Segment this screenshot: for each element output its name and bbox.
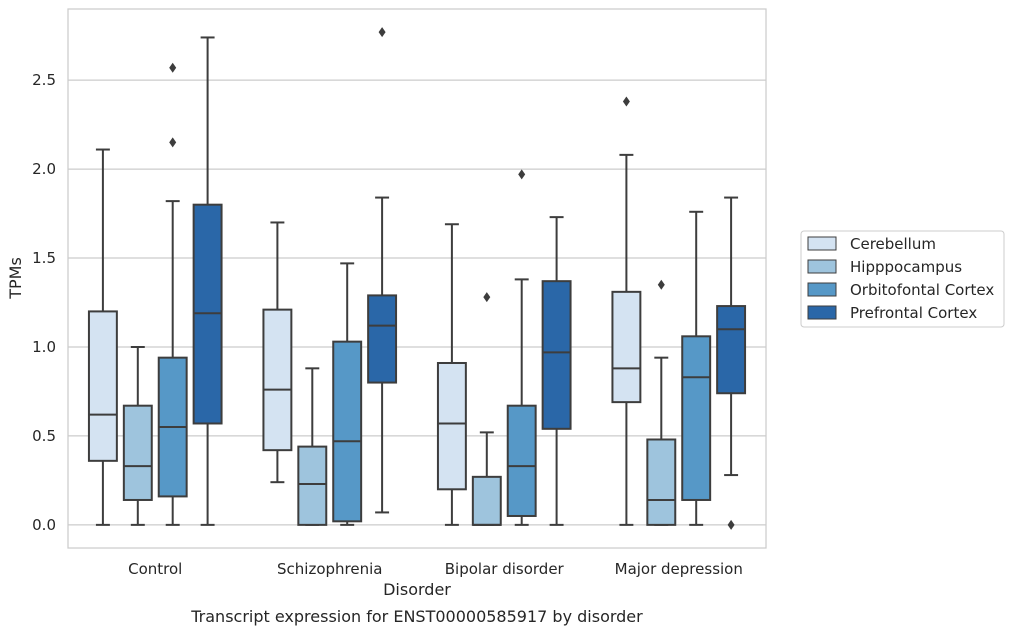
box (332, 340, 363, 523)
chart-caption: Transcript expression for ENST0000058591… (190, 607, 643, 626)
box-group (681, 210, 712, 526)
box-group (297, 367, 328, 526)
legend-label: Orbitofontal Cortex (850, 281, 994, 299)
outlier-point (622, 96, 630, 107)
legend-frame (800, 230, 1005, 328)
box-group (611, 96, 642, 526)
x-tick-label: Schizophrenia (277, 560, 382, 578)
box (262, 308, 293, 452)
y-tick-label: 0.0 (32, 516, 56, 534)
box (122, 404, 153, 501)
box (87, 310, 118, 462)
outlier-point (518, 169, 526, 180)
y-tick-label: 2.0 (32, 160, 56, 178)
box (506, 404, 537, 517)
box (681, 335, 712, 501)
legend-label: Hipppocampus (850, 258, 962, 276)
box-group (436, 223, 467, 526)
x-tick-label: Major depression (615, 560, 743, 578)
legend-swatch (807, 305, 837, 320)
box (471, 475, 502, 526)
box-group (157, 62, 188, 526)
box-group (506, 169, 537, 526)
box-group (471, 292, 502, 526)
x-tick-label: Bipolar disorder (445, 560, 565, 578)
box (611, 290, 642, 404)
outlier-point (169, 62, 177, 73)
legend-label: Cerebellum (850, 235, 936, 253)
box-group (87, 148, 118, 526)
x-tick-label: Control (128, 560, 182, 578)
outlier-point (657, 279, 665, 290)
y-tick-label: 0.5 (32, 427, 56, 445)
box-group (367, 27, 398, 514)
box (367, 294, 398, 384)
box (297, 445, 328, 526)
x-axis-label: Disorder (383, 580, 451, 599)
y-tick-labels: 0.0 0.5 1.0 1.5 2.0 2.5 (32, 71, 56, 534)
box-groups (87, 27, 747, 530)
plot-frame (67, 8, 767, 549)
box-group (716, 196, 747, 530)
box (716, 305, 747, 395)
box-group (192, 36, 223, 526)
outlier-point (378, 27, 386, 38)
x-tick-labels: Control Schizophrenia Bipolar disorder Majo… (128, 560, 743, 578)
y-tick-label: 2.5 (32, 71, 56, 89)
box-group (332, 262, 363, 526)
legend-swatch (807, 236, 837, 251)
box (541, 280, 572, 430)
legend: Cerebellum Hipppocampus Orbitofontal Corte… (800, 230, 1005, 328)
outlier-point (727, 519, 735, 530)
box-group (122, 345, 153, 526)
box-group (646, 279, 677, 526)
box-group (541, 216, 572, 526)
outlier-point (483, 292, 491, 303)
legend-swatch (807, 259, 837, 274)
legend-swatch (807, 282, 837, 297)
box (436, 361, 467, 491)
box (646, 438, 677, 526)
y-axis-label: TPMs (6, 257, 25, 300)
y-tick-label: 1.0 (32, 338, 56, 356)
box-group (262, 221, 293, 484)
legend-label: Prefrontal Cortex (850, 304, 977, 322)
y-tick-label: 1.5 (32, 249, 56, 267)
outlier-point (169, 137, 177, 148)
